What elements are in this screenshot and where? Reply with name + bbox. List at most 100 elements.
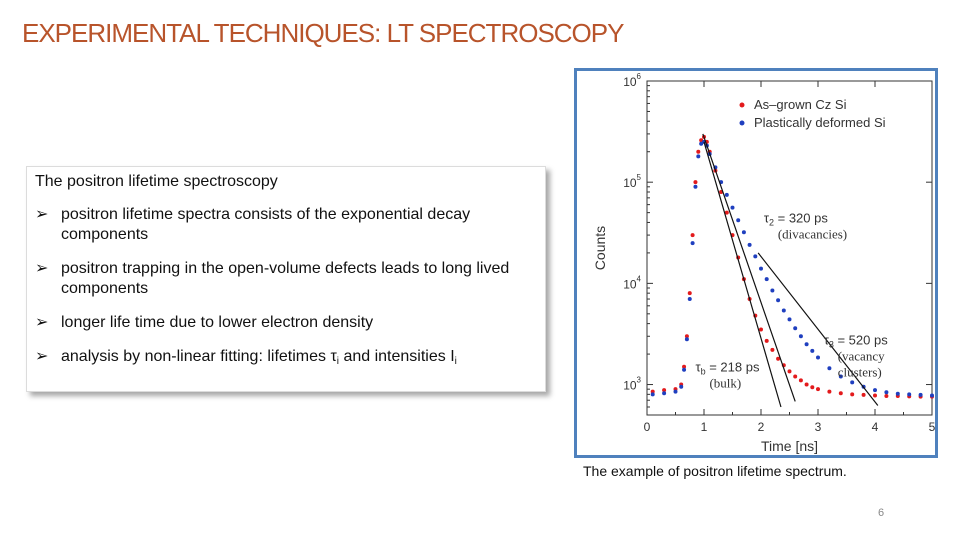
legend-label: As–grown Cz Si xyxy=(754,97,847,112)
x-tick-label: 3 xyxy=(815,420,822,434)
arrow-bullet-icon: ➢ xyxy=(35,260,49,277)
data-point xyxy=(679,384,684,389)
legend-marker xyxy=(739,102,745,108)
data-point xyxy=(747,242,752,247)
data-point xyxy=(764,277,769,282)
data-point xyxy=(696,149,701,154)
page-number: 6 xyxy=(878,507,885,519)
arrow-bullet-icon: ➢ xyxy=(35,206,49,223)
bullet-middle: and intensities I xyxy=(339,348,455,365)
legend-marker xyxy=(739,120,745,126)
slide-title: EXPERIMENTAL TECHNIQUES: LT SPECTROSCOPY xyxy=(22,18,624,48)
data-point xyxy=(741,230,746,235)
tau-symbol: τ xyxy=(330,348,337,365)
data-point xyxy=(724,210,729,215)
data-point xyxy=(699,141,704,146)
x-tick-label: 1 xyxy=(701,420,708,434)
lifetime-annotation-detail: clusters) xyxy=(838,364,882,379)
bullet-text: positron trapping in the open-volume def… xyxy=(61,260,510,297)
data-point xyxy=(873,388,877,393)
lifetime-spectrum-chart: 0 1 2 3 4 5 103 104 105 106 Time [ns] Counts As–gro… xyxy=(592,72,935,454)
textbox-heading: The positron lifetime spectroscopy xyxy=(35,173,278,190)
data-point xyxy=(687,291,692,296)
data-point xyxy=(873,393,877,398)
data-point xyxy=(687,297,692,302)
data-point xyxy=(838,374,843,379)
data-point xyxy=(759,266,763,271)
arrow-bullet-icon: ➢ xyxy=(35,348,49,365)
data-point xyxy=(827,389,832,394)
data-point xyxy=(776,356,781,361)
data-point xyxy=(804,382,809,387)
data-point xyxy=(810,385,815,390)
data-point xyxy=(787,369,792,374)
x-tick-label: 4 xyxy=(872,420,879,434)
data-point xyxy=(930,393,934,398)
data-point xyxy=(759,327,763,332)
data-point xyxy=(816,387,820,392)
y-tick-label: 106 xyxy=(623,72,641,89)
bullet-text: analysis by non-linear fitting: lifetime… xyxy=(61,348,457,367)
data-point xyxy=(793,374,798,379)
data-point xyxy=(793,326,798,331)
data-point xyxy=(798,378,803,383)
y-tick-label: 105 xyxy=(623,173,641,190)
bullet-item: ➢ longer life time due to lower electron … xyxy=(35,313,537,333)
y-axis-label: Counts xyxy=(592,226,608,270)
bullet-item: ➢ positron lifetime spectra consists of t… xyxy=(35,205,537,245)
data-point xyxy=(684,337,689,342)
data-point xyxy=(682,364,687,369)
data-point xyxy=(673,389,678,394)
tau-subscript: i xyxy=(336,356,340,367)
data-point xyxy=(838,391,843,396)
bullet-item: ➢ analysis by non-linear fitting: lifeti… xyxy=(35,347,537,372)
lifetime-annotation: τb = 218 ps xyxy=(695,359,760,376)
data-point xyxy=(693,184,698,189)
fit-line xyxy=(703,141,782,408)
bullet-list: ➢ positron lifetime spectra consists of t… xyxy=(35,205,537,372)
data-point xyxy=(781,308,786,313)
x-axis-label: Time [ns] xyxy=(761,438,818,454)
lifetime-annotation-detail: (vacancy xyxy=(838,348,885,363)
data-point xyxy=(684,334,689,339)
data-point xyxy=(776,298,781,303)
data-point xyxy=(724,192,729,197)
lifetime-annotation: τ2 = 320 ps xyxy=(764,210,829,227)
data-point xyxy=(884,390,889,395)
fit-line xyxy=(757,252,879,406)
x-tick-label: 0 xyxy=(644,420,651,434)
intensity-subscript: i xyxy=(454,356,457,367)
data-point xyxy=(827,366,832,371)
data-point xyxy=(693,180,698,185)
data-point xyxy=(753,254,758,259)
data-point xyxy=(850,380,855,385)
arrow-bullet-icon: ➢ xyxy=(35,314,49,331)
data-point xyxy=(690,233,695,238)
data-point xyxy=(662,388,667,393)
figure-caption: The example of positron lifetime spectru… xyxy=(583,463,847,479)
data-point xyxy=(730,205,735,210)
bullet-text: longer life time due to lower electron d… xyxy=(61,314,374,331)
x-tick-label: 5 xyxy=(929,420,935,434)
lifetime-annotation-detail: (divacancies) xyxy=(778,226,847,241)
data-point xyxy=(895,391,900,396)
data-point xyxy=(816,355,820,360)
bullet-text: positron lifetime spectra consists of th… xyxy=(61,206,471,243)
data-point xyxy=(787,317,792,322)
data-point xyxy=(690,241,695,246)
x-tick-label: 2 xyxy=(758,420,765,434)
fit-line xyxy=(702,133,796,402)
data-point xyxy=(736,218,741,223)
data-point xyxy=(810,348,815,353)
data-point xyxy=(696,154,701,159)
data-point xyxy=(804,342,809,347)
lifetime-spectrum-figure: 0 1 2 3 4 5 103 104 105 106 Time [ns] Counts As–gro… xyxy=(574,68,938,458)
data-point xyxy=(861,392,866,397)
data-point xyxy=(798,334,803,339)
data-point xyxy=(770,288,775,293)
lifetime-annotation: τ3 = 520 ps xyxy=(824,332,889,349)
lifetime-annotation-detail: (bulk) xyxy=(709,375,741,390)
y-tick-label: 104 xyxy=(623,274,641,291)
bullet-item: ➢ positron trapping in the open-volume de… xyxy=(35,259,537,299)
description-textbox: The positron lifetime spectroscopy ➢ posi… xyxy=(26,166,546,392)
